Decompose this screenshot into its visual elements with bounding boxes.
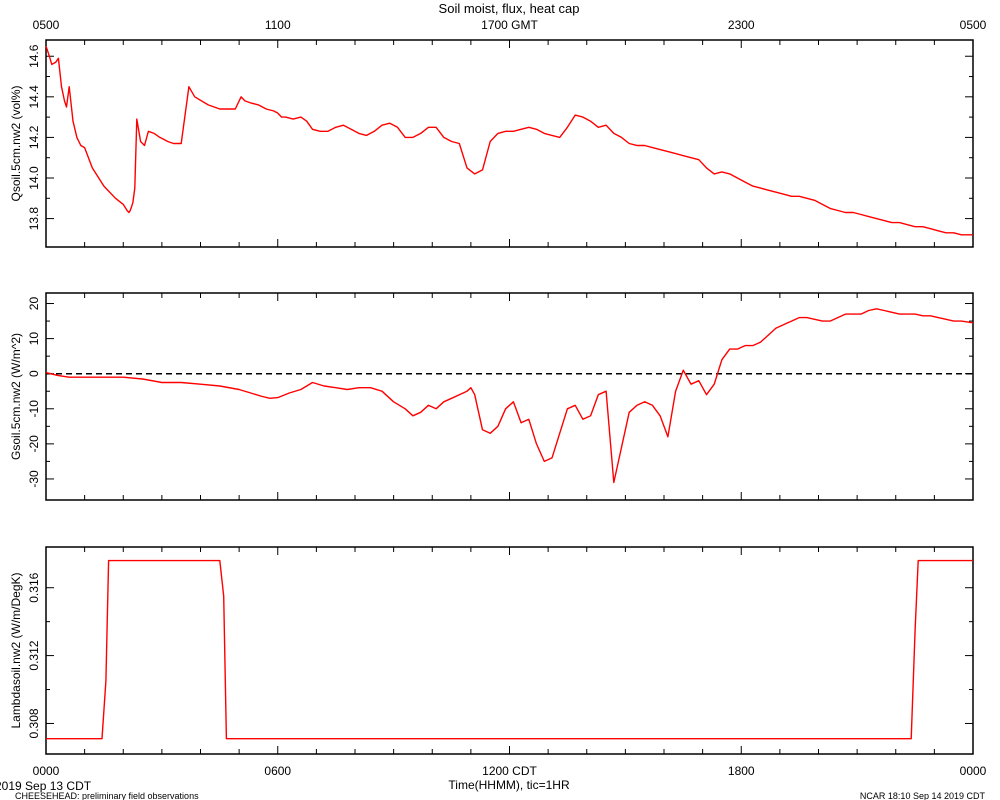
plot-frame [45, 292, 974, 501]
bottom-tick-label: 1800 [728, 764, 755, 778]
bottom-tick-label: 0000 [960, 764, 987, 778]
y-tick-label: -30 [27, 470, 41, 488]
y-tick-label: 0.308 [27, 708, 41, 738]
bottom-tick-label: 0000 [33, 764, 60, 778]
y-tick-label: 20 [27, 297, 41, 311]
figure-title: Soil moist, flux, heat cap [439, 1, 580, 16]
y-tick-label: 0 [27, 370, 41, 377]
panel-1: 13.8 14.0 14.2 14.4 14.6 Qsoil.5cm.nw2 (vol%) [9, 39, 974, 248]
y-axis-label: Lambdasoil.nw2 (W/m/DegK) [9, 572, 23, 728]
bottom-tick-label: 0600 [264, 764, 291, 778]
y-tick-label: 14.6 [27, 44, 41, 68]
panel-2: -30 -20 -10 0 10 20 Gsoil.5cm.nw2 (W/m^2) [9, 292, 974, 501]
y-tick-label: 10 [27, 332, 41, 346]
y-tick-label: 14.4 [27, 85, 41, 109]
panel-3: 0.308 0.312 0.316 Lambdasoil.nw2 (W/m/DegK) [9, 546, 974, 755]
bottom-tick-label: 1200 CDT [482, 764, 537, 778]
top-tick-label: 0500 [33, 18, 60, 32]
series-line [45, 308, 974, 484]
y-tick-label: -10 [27, 400, 41, 418]
y-tick-label: -20 [27, 435, 41, 453]
bottom-time-axis: 0000 0600 1200 CDT 1800 0000 [33, 764, 987, 778]
plot-frame [45, 39, 974, 248]
y-tick-label: 0.316 [27, 572, 41, 602]
top-tick-label: 2300 [728, 18, 755, 32]
top-time-axis: 0500 1100 1700 GMT 2300 0500 [33, 18, 987, 32]
y-tick-label: 0.312 [27, 640, 41, 670]
top-tick-label: 1100 [265, 18, 291, 32]
series-line [45, 45, 973, 236]
date-label: 2019 Sep 13 CDT [0, 779, 92, 793]
y-tick-label: 13.8 [27, 207, 41, 231]
footer-right: NCAR 18:10 Sep 14 2019 CDT [860, 791, 986, 800]
y-axis-label: Qsoil.5cm.nw2 (vol%) [9, 85, 23, 201]
top-tick-label: 1700 GMT [481, 18, 538, 32]
y-tick-label: 14.2 [27, 125, 41, 149]
plot-frame [45, 546, 974, 755]
x-axis-label: Time(HHMM), tic=1HR [448, 778, 570, 792]
series-line [46, 559, 973, 740]
panels: 13.8 14.0 14.2 14.4 14.6 Qsoil.5cm.nw2 (vol%)… [9, 39, 974, 755]
footer-left: CHEESEHEAD: preliminary field observatio… [15, 791, 199, 800]
y-axis-label: Gsoil.5cm.nw2 (W/m^2) [9, 333, 23, 460]
y-tick-label: 14.0 [27, 166, 41, 190]
top-tick-label: 0500 [960, 18, 987, 32]
